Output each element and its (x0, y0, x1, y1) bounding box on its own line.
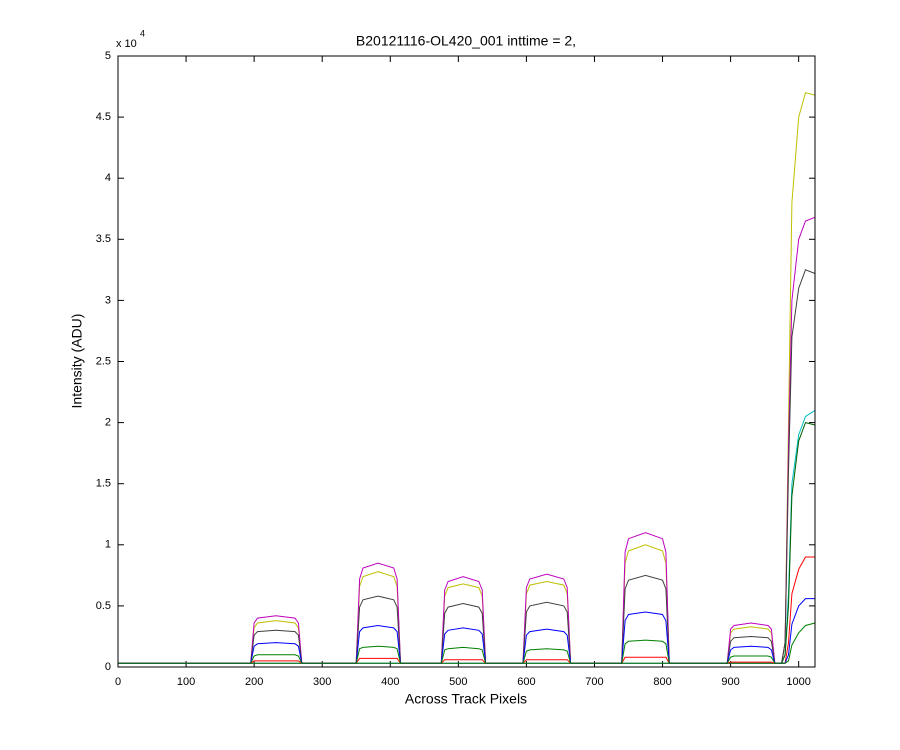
x-tick-label: 600 (517, 676, 535, 688)
x-tick-label: 1000 (786, 676, 810, 688)
x-tick-label: 900 (721, 676, 739, 688)
y-exponent: 4 (140, 28, 145, 38)
series-line (118, 598, 815, 664)
y-tick-label: 0.5 (96, 600, 111, 612)
y-axis-label: Intensity (ADU) (69, 314, 85, 409)
y-tick-label: 2 (105, 417, 111, 429)
x-tick-label: 200 (245, 676, 263, 688)
chart-title: B20121116-OL420_001 inttime = 2, (356, 33, 576, 49)
y-tick-label: 0 (105, 661, 111, 673)
axes-box (117, 55, 816, 668)
y-tick-label: 1 (105, 539, 111, 551)
y-tick-label: 4 (105, 172, 111, 184)
y-tick-label: 2.5 (96, 355, 111, 367)
series-line (118, 622, 816, 664)
y-tick-label: 3 (105, 294, 111, 306)
x-axis-label: Across Track Pixels (405, 691, 527, 707)
y-tick-label: 1.5 (96, 478, 111, 490)
x-tick-label: 400 (381, 676, 399, 688)
plot-area (118, 56, 815, 667)
x-tick-label: 700 (585, 676, 603, 688)
y-tick-label: 4.5 (96, 111, 111, 123)
x-tick-label: 100 (177, 676, 195, 688)
x-tick-label: 0 (115, 676, 121, 688)
y-multiplier: x 10 (116, 38, 137, 50)
y-tick-label: 3.5 (96, 233, 111, 245)
x-tick-label: 300 (313, 676, 331, 688)
x-tick-label: 800 (653, 676, 671, 688)
y-tick-label: 5 (105, 50, 111, 62)
x-tick-label: 500 (449, 676, 467, 688)
